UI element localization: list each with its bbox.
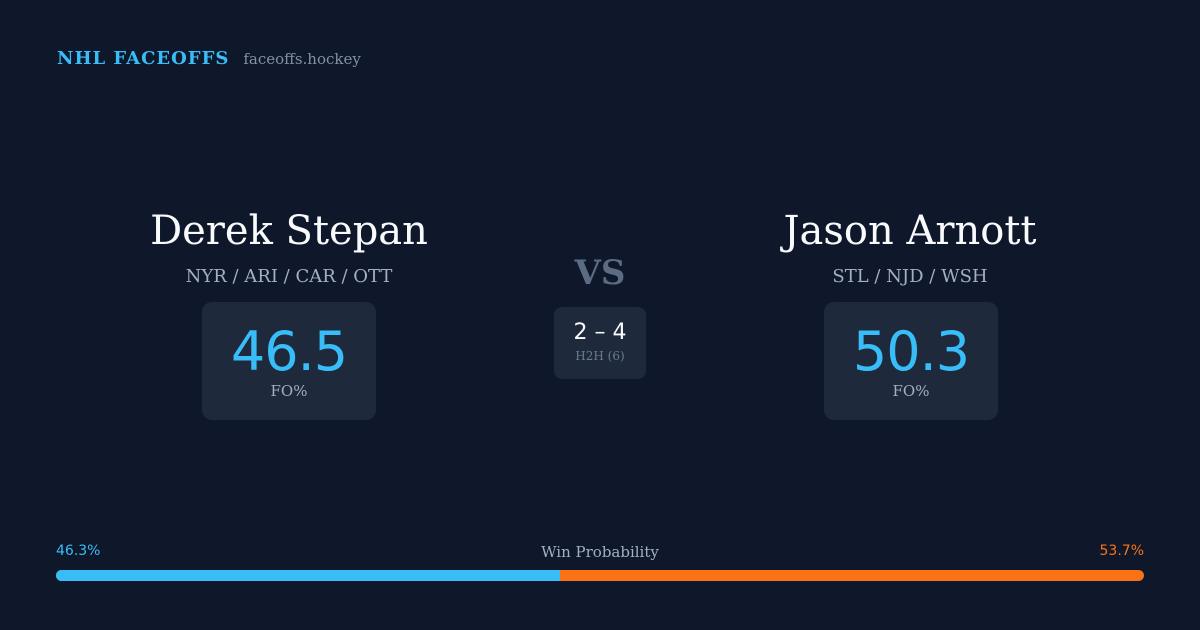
player-left-fo-label: FO% — [270, 382, 308, 400]
win-probability-bar — [56, 570, 1144, 581]
h2h-card: 2 – 4 H2H (6) — [554, 307, 646, 379]
player-right-fo-card: 50.3 FO% — [824, 302, 998, 420]
vs-label: VS — [574, 253, 626, 293]
brand-header: NHL FACEOFFS faceoffs.hockey — [57, 48, 361, 69]
win-probability-title: Win Probability — [541, 543, 659, 561]
player-left: Derek Stepan NYR / ARI / CAR / OTT — [39, 205, 539, 289]
win-probability-fill-left — [56, 570, 560, 581]
player-left-fo-value: 46.5 — [230, 320, 348, 383]
h2h-score: 2 – 4 — [573, 320, 627, 345]
player-left-fo-card: 46.5 FO% — [202, 302, 376, 420]
brand-name[interactable]: NHL FACEOFFS — [57, 48, 230, 69]
win-probability-labels: 46.3% Win Probability 53.7% — [56, 543, 1144, 563]
player-right-fo-value: 50.3 — [852, 320, 970, 383]
win-probability: 46.3% Win Probability 53.7% — [56, 543, 1144, 581]
player-left-name: Derek Stepan — [150, 208, 428, 254]
h2h-label: H2H (6) — [575, 349, 625, 363]
brand-domain[interactable]: faceoffs.hockey — [243, 50, 361, 68]
player-right-name: Jason Arnott — [783, 208, 1037, 254]
player-left-teams: NYR / ARI / CAR / OTT — [185, 266, 393, 287]
player-right-fo-label: FO% — [892, 382, 930, 400]
win-probability-right: 53.7% — [1099, 543, 1144, 559]
win-probability-left: 46.3% — [56, 543, 101, 559]
player-right-teams: STL / NJD / WSH — [832, 266, 988, 287]
player-right: Jason Arnott STL / NJD / WSH — [660, 205, 1160, 289]
